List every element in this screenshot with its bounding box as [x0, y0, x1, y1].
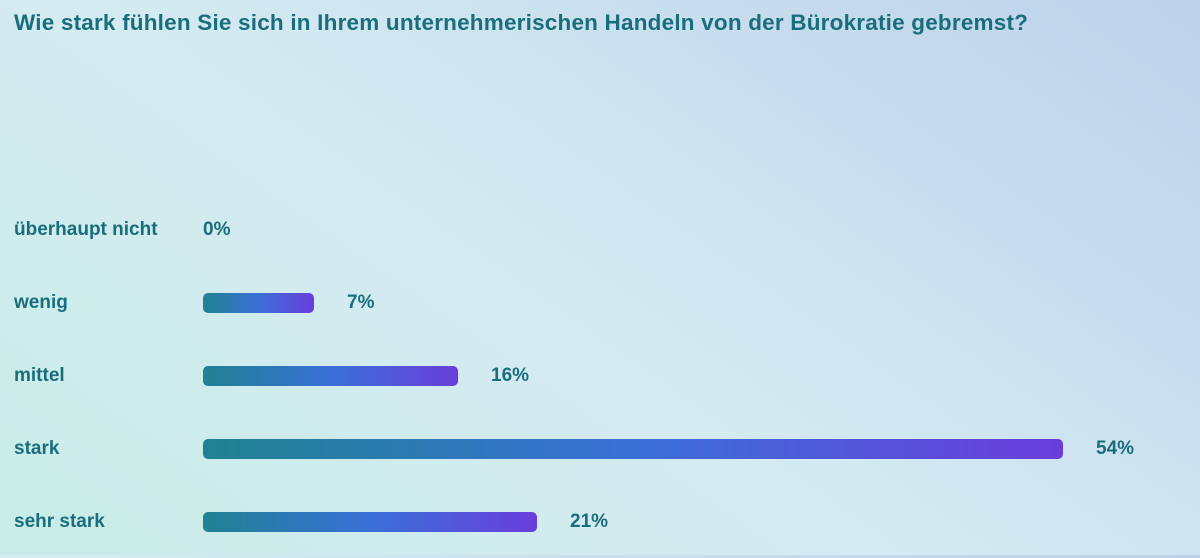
bar [203, 511, 537, 532]
bar-chart: überhaupt nicht 0% wenig 7% mittel 16% stark 54… [0, 193, 1200, 558]
bar [203, 365, 458, 386]
bar-track: 7% [203, 291, 375, 313]
category-label: wenig [14, 291, 68, 313]
bar-track: 0% [203, 218, 231, 240]
category-label: mittel [14, 364, 65, 386]
category-label: überhaupt nicht [14, 218, 158, 240]
bar-track: 54% [203, 437, 1135, 459]
bar-row: sehr stark 21% [0, 485, 1200, 558]
category-label: sehr stark [14, 510, 105, 532]
category-label: stark [14, 437, 60, 459]
value-label: 54% [1096, 437, 1135, 459]
bar-row: stark 54% [0, 412, 1200, 485]
value-label: 7% [347, 291, 375, 313]
bar [203, 292, 314, 313]
value-label: 21% [570, 510, 609, 532]
bar-track: 16% [203, 364, 530, 386]
value-label: 16% [491, 364, 530, 386]
chart-title: Wie stark fühlen Sie sich in Ihrem unter… [14, 10, 1029, 35]
bar-track: 21% [203, 510, 609, 532]
bar-row: überhaupt nicht 0% [0, 193, 1200, 266]
bar [203, 438, 1063, 459]
bar-row: mittel 16% [0, 339, 1200, 412]
bar-row: wenig 7% [0, 266, 1200, 339]
value-label: 0% [203, 218, 231, 240]
